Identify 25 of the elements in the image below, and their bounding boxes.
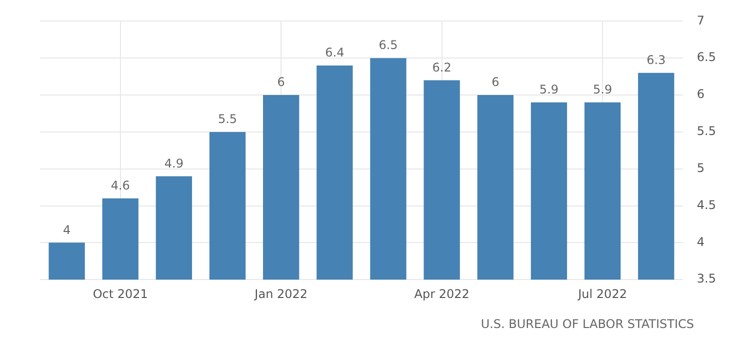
data-label: 6 [277,75,285,90]
data-label: 4 [62,222,71,237]
data-label: 6 [492,75,500,90]
x-tick-label: Jan 2022 [254,286,308,301]
data-label: 6.4 [325,46,344,60]
y-tick-label: 7 [696,13,705,28]
y-tick-label: 4 [696,234,705,249]
text: U.S. BUREAU OF LABOR STATISTICS [480,317,694,331]
data-label: 4.6 [110,178,130,193]
y-tick-label: 6 [696,87,705,102]
data-label: 5.9 [593,82,612,97]
x-tick-label: Jul 2022 [577,286,627,301]
data-label: 4.9 [164,156,184,170]
data-label: 5.9 [539,82,559,97]
y-tick-label: 5.5 [696,124,716,138]
data-label: 6.3 [646,53,666,68]
y-tick-label: 5 [696,160,705,175]
x-tick-label: Apr 2022 [414,286,470,301]
data-label: 6.5 [378,38,398,52]
data-label: 5.5 [218,112,238,126]
data-label: 6.2 [432,60,452,74]
y-tick-label: 3.5 [696,272,716,286]
x-tick-label: Oct 2021 [92,286,148,301]
y-tick-label: 4.5 [696,198,716,212]
y-tick-label: 6.5 [696,50,716,64]
